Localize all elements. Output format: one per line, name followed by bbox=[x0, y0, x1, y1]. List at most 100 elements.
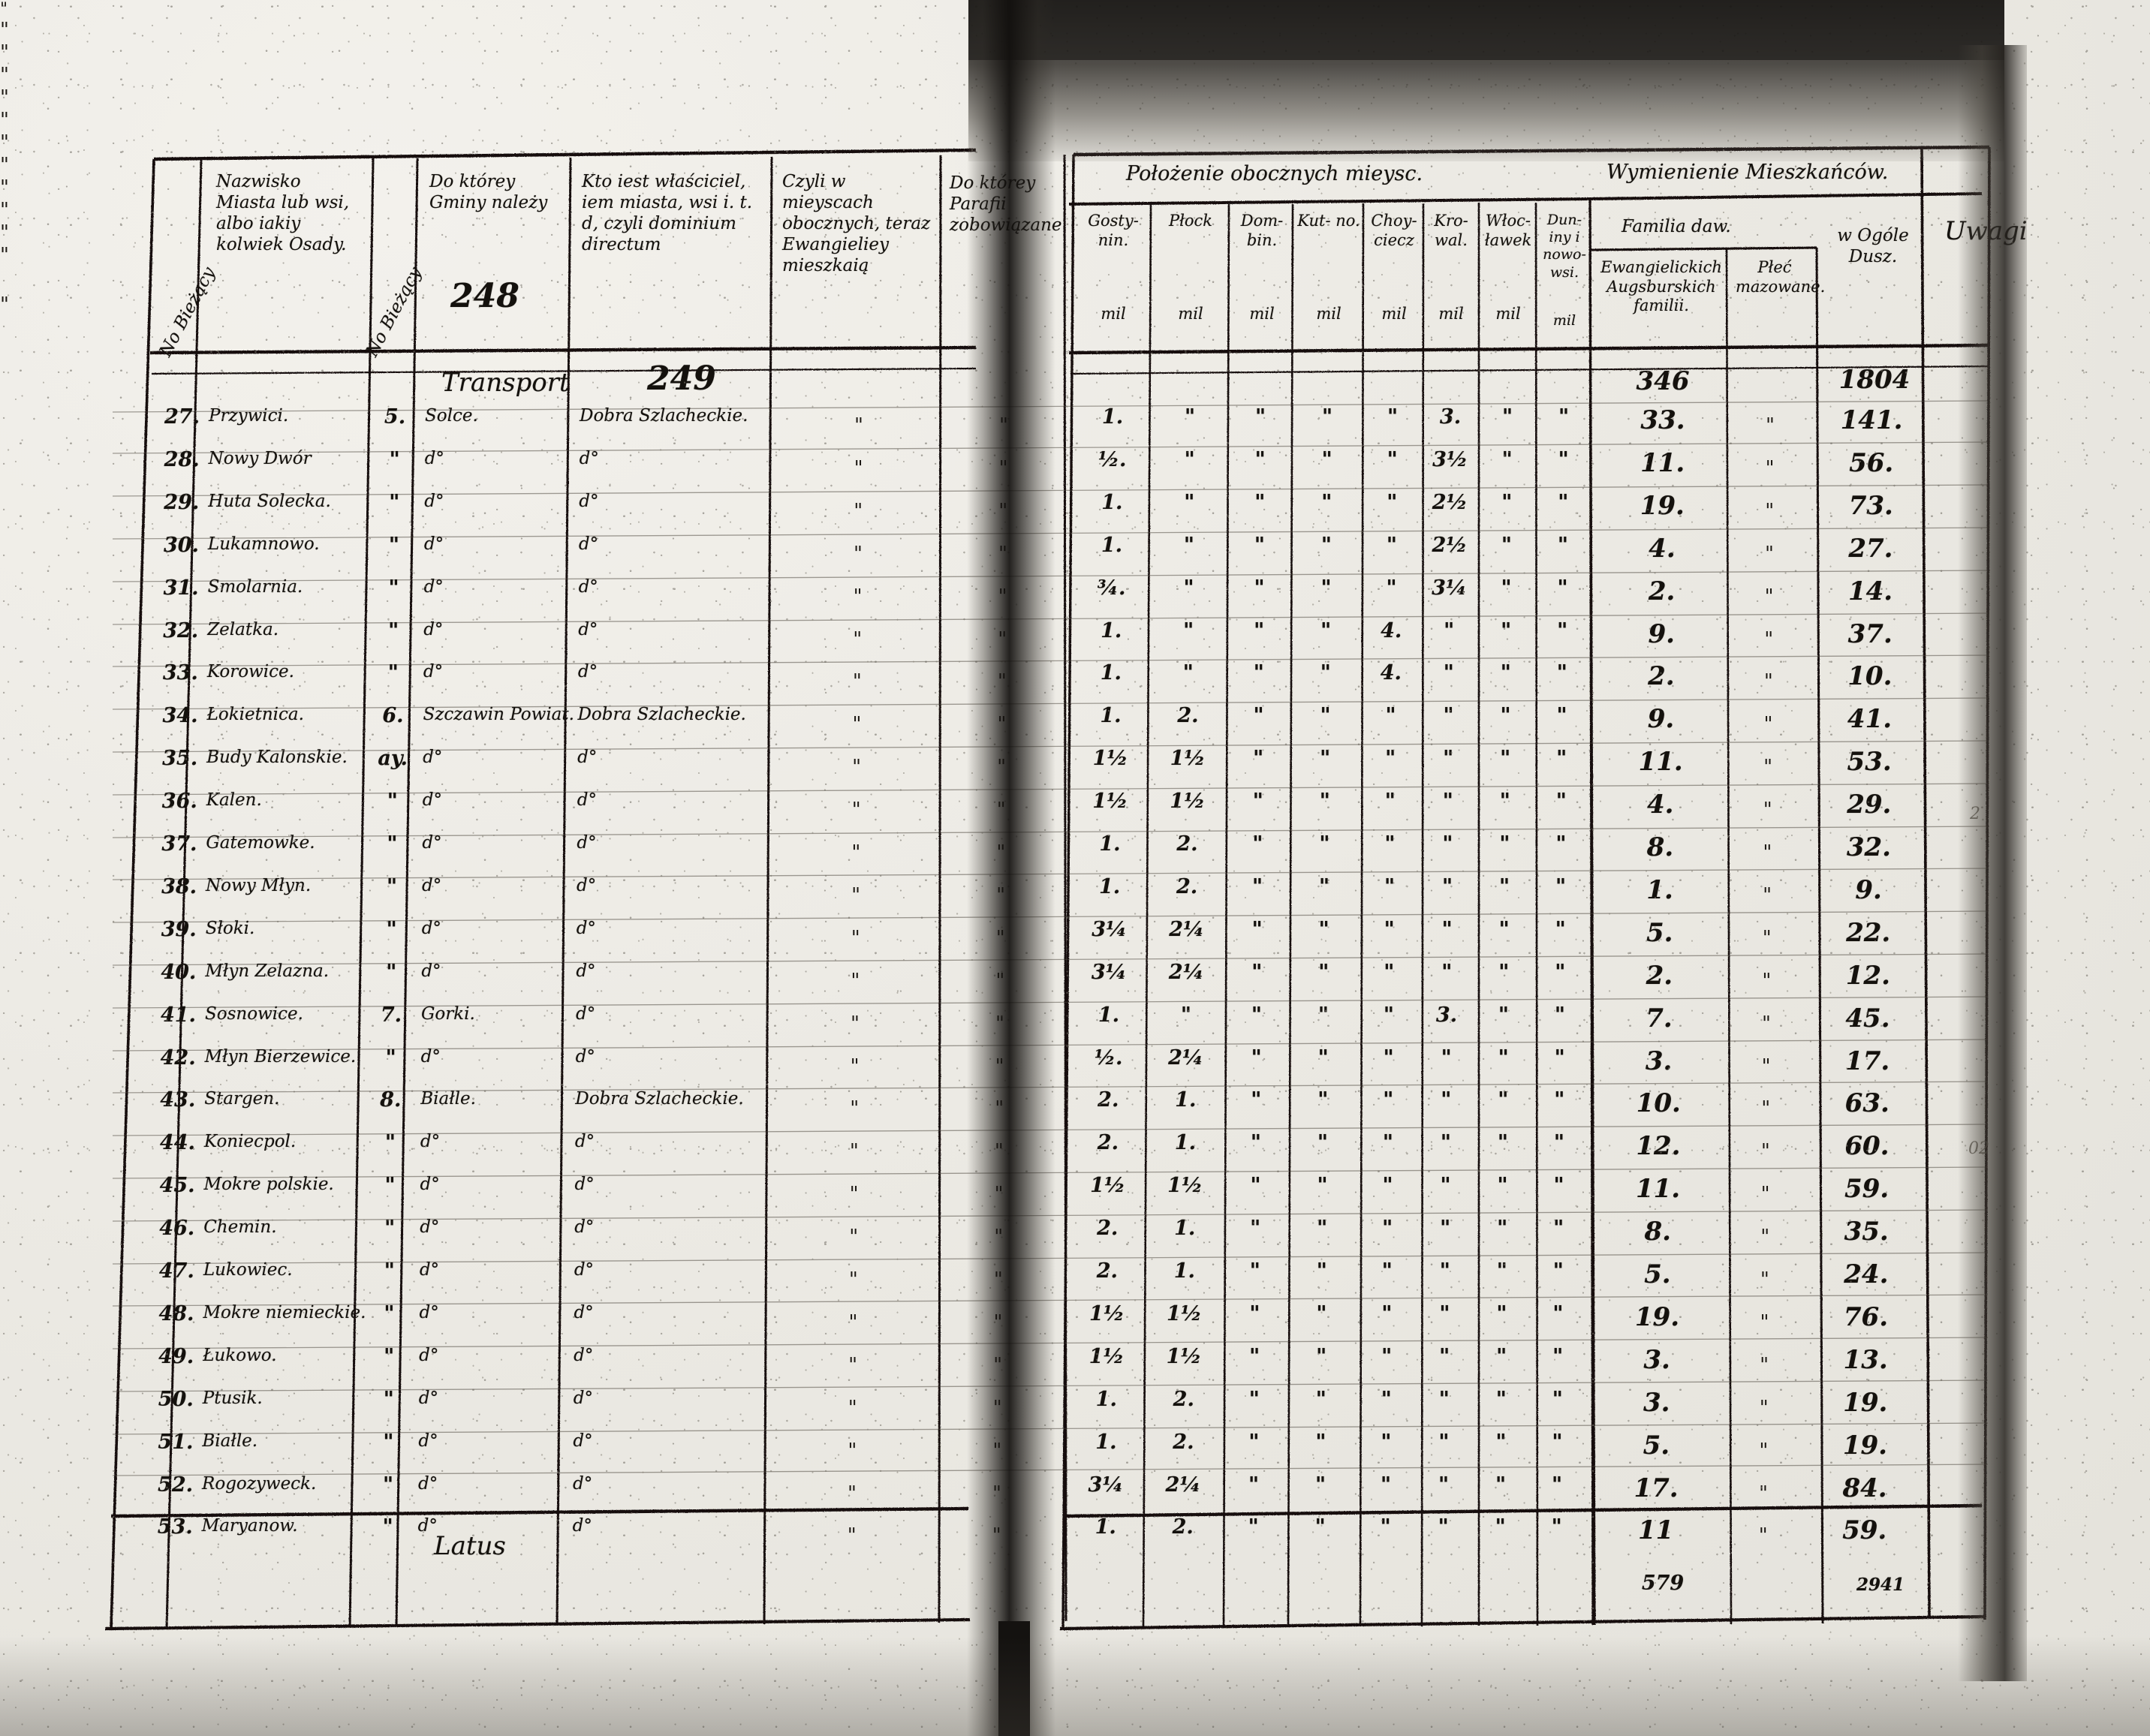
distance-choyciecz: " bbox=[1383, 1003, 1394, 1027]
header-settlement-name: Nazwisko Miasta lub wsi, albo iakiy kolw… bbox=[216, 172, 350, 255]
oboczne-mark: " bbox=[851, 883, 861, 907]
owner: d° bbox=[577, 662, 598, 682]
distance-gostynin: 1. bbox=[1101, 490, 1123, 514]
row-number: 30. bbox=[163, 533, 199, 557]
row-number: 50. bbox=[158, 1387, 194, 1411]
souls-count: 19. bbox=[1843, 1387, 1888, 1418]
distance-plock: " bbox=[1183, 618, 1194, 642]
transport-page-ref: 249 bbox=[647, 360, 716, 398]
parafia-mark: " bbox=[997, 756, 1007, 779]
header-dist-plock: Płock bbox=[1168, 212, 1213, 230]
distance-dombin: " bbox=[1253, 704, 1264, 728]
distance-kutno: " bbox=[1317, 1217, 1328, 1241]
distance-krowal: 3½ bbox=[1432, 447, 1468, 471]
gmina-name: Szczawin Powiat. bbox=[423, 705, 574, 725]
gmina-number: " bbox=[384, 1174, 396, 1198]
owner: Dobra Szlacheckie. bbox=[575, 1089, 744, 1109]
oboczne-mark: " bbox=[850, 1055, 860, 1078]
distance-choyciecz: " bbox=[1382, 1131, 1393, 1155]
header-owner: Kto iest właściciel, iem miasta, wsi i. … bbox=[582, 172, 753, 255]
families-count: 2. bbox=[1648, 661, 1675, 692]
settlement-name: Gatemowke. bbox=[206, 833, 315, 853]
header-dist-krowal-unit: mil bbox=[1438, 305, 1464, 323]
distance-gostynin: 1. bbox=[1098, 874, 1121, 898]
parafia-mark: " bbox=[996, 883, 1006, 907]
plec-mark: " bbox=[1760, 1310, 1769, 1334]
distance-kutno: " bbox=[1317, 1088, 1329, 1112]
distance-choyciecz: " bbox=[1381, 1259, 1393, 1283]
header-dist-dombin-unit: mil bbox=[1249, 305, 1275, 323]
distance-dombin: " bbox=[1250, 1217, 1261, 1241]
families-count: 5. bbox=[1644, 1259, 1671, 1289]
distance-duniny: " bbox=[1554, 1003, 1565, 1027]
header-dist-dombin: Dom- bin. bbox=[1240, 212, 1284, 249]
distance-duniny: " bbox=[1552, 1301, 1564, 1325]
plec-mark: " bbox=[1760, 1353, 1769, 1376]
distance-choyciecz: " bbox=[1386, 533, 1397, 557]
oboczne-mark: " bbox=[851, 841, 861, 864]
distance-kutno: " bbox=[1319, 832, 1330, 856]
distance-dombin: " bbox=[1248, 1387, 1260, 1411]
settlement-name: Ptusik. bbox=[202, 1388, 263, 1408]
transport-families-total: 346 bbox=[1636, 366, 1690, 396]
gmina-name: d° bbox=[422, 790, 442, 811]
distance-dombin: " bbox=[1254, 533, 1265, 557]
gmina-name: d° bbox=[418, 1431, 438, 1451]
distance-kutno: " bbox=[1317, 1174, 1328, 1198]
gmina-number: " bbox=[384, 1301, 395, 1325]
distance-duniny: " bbox=[1558, 490, 1569, 514]
souls-count: 41. bbox=[1847, 704, 1893, 735]
distance-krowal: " bbox=[1439, 1259, 1450, 1283]
distance-krowal: " bbox=[1440, 1131, 1451, 1155]
souls-count: 13. bbox=[1843, 1344, 1888, 1375]
distance-wloclawek: " bbox=[1496, 1259, 1507, 1283]
settlement-name: Łokietnica. bbox=[206, 705, 304, 725]
gmina-name: d° bbox=[419, 1302, 439, 1322]
distance-kutno: " bbox=[1320, 661, 1331, 685]
distance-plock: 1½ bbox=[1166, 1301, 1202, 1325]
distance-duniny: " bbox=[1553, 1217, 1564, 1241]
families-count: 10. bbox=[1636, 1088, 1681, 1119]
plec-mark: " bbox=[1760, 1268, 1769, 1291]
row-number: 32. bbox=[163, 618, 199, 642]
distance-kutno: " bbox=[1320, 747, 1331, 771]
row-number: 45. bbox=[159, 1174, 195, 1198]
plec-mark: " bbox=[1760, 1183, 1770, 1206]
distance-dombin: " bbox=[1254, 490, 1266, 514]
gmina-name: d° bbox=[423, 748, 443, 768]
distance-duniny: " bbox=[1552, 1430, 1563, 1454]
families-count: 12. bbox=[1636, 1131, 1681, 1162]
row-number: 43. bbox=[160, 1088, 196, 1112]
plec-mark: " bbox=[1765, 499, 1775, 522]
distance-kutno: " bbox=[1319, 790, 1330, 814]
distance-krowal: " bbox=[1442, 832, 1453, 856]
distance-duniny: " bbox=[1554, 1046, 1565, 1070]
distance-krowal: " bbox=[1438, 1515, 1449, 1539]
plec-mark: " bbox=[1766, 414, 1775, 437]
row-number: 28. bbox=[164, 447, 200, 471]
gmina-number: " bbox=[382, 1515, 393, 1539]
owner: d° bbox=[573, 1473, 593, 1494]
distance-plock: " bbox=[1184, 490, 1195, 514]
distance-choyciecz: " bbox=[1381, 1301, 1393, 1325]
distance-gostynin: 3¼ bbox=[1088, 1473, 1124, 1497]
families-count: 7. bbox=[1646, 1003, 1673, 1033]
distance-duniny: " bbox=[1555, 960, 1566, 984]
row-number: 48. bbox=[158, 1301, 194, 1325]
gmina-number: 5. bbox=[384, 405, 406, 429]
distance-kutno: " bbox=[1320, 618, 1332, 642]
settlement-name: Sosnowice. bbox=[204, 1003, 303, 1024]
distance-krowal: " bbox=[1442, 874, 1453, 898]
souls-count: 32. bbox=[1846, 832, 1891, 862]
distance-kutno: " bbox=[1321, 490, 1332, 514]
header-familia-ewangielickich: Ewangielickich Augsburskich familii. bbox=[1600, 258, 1722, 315]
distance-dombin: " bbox=[1249, 1301, 1260, 1325]
distance-dombin: " bbox=[1252, 874, 1263, 898]
header-dist-duniny-unit: mil bbox=[1552, 312, 1576, 329]
distance-gostynin: 1½ bbox=[1092, 790, 1128, 814]
latus-label: Latus bbox=[434, 1531, 506, 1561]
row-number: 51. bbox=[158, 1430, 194, 1454]
families-count: 19. bbox=[1640, 490, 1685, 521]
distance-duniny: " bbox=[1555, 832, 1567, 856]
owner: d° bbox=[573, 1388, 593, 1408]
